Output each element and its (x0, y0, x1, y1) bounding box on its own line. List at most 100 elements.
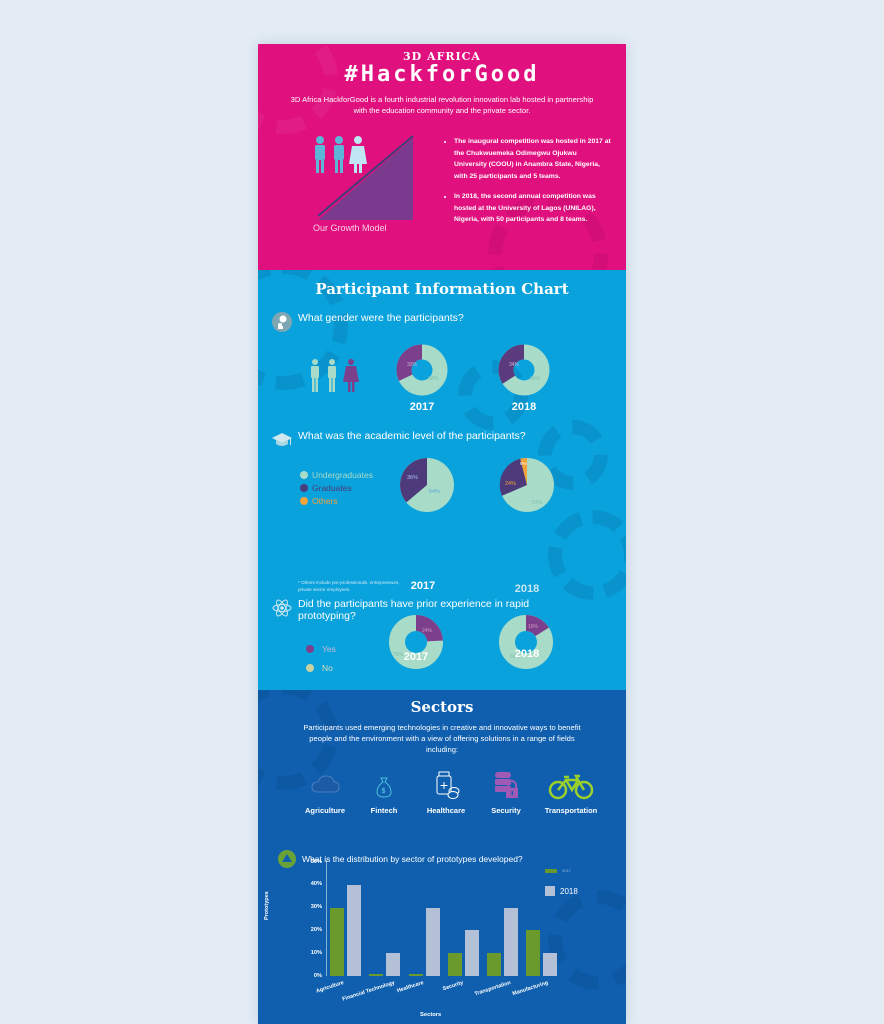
header-section: 3D AFRICA #HackforGood 3D Africa Hackfor… (258, 44, 626, 270)
prototyping-legend: Yes No (306, 644, 336, 676)
academic-legend: Undergraduates Graduates Others (300, 470, 373, 509)
academic-year-2018: 2018 (514, 583, 540, 595)
sector-label: Healthcare (426, 806, 466, 815)
y-tick: 10% (310, 950, 322, 956)
x-tick-security: Security (441, 980, 464, 993)
prototyping-2018-donut: 16% 84% (499, 615, 553, 669)
participant-title: Participant Information Chart (315, 280, 569, 298)
bar-2017-security (448, 953, 462, 976)
legend-dot (300, 471, 308, 479)
bar-2017-fintech (369, 974, 383, 976)
gear-triangle-icon (278, 850, 296, 868)
bar-2018-security (465, 930, 479, 976)
x-tick-healthcare: Healthcare (396, 980, 425, 995)
sector-agriculture: Agriculture (296, 774, 354, 815)
legend-graduates: Graduates (312, 483, 352, 493)
bar-2018-transportation (504, 908, 518, 976)
sector-label: Security (491, 806, 521, 815)
y-tick: 20% (310, 927, 322, 933)
bar-2018-agriculture (347, 885, 361, 976)
gender-year-2018: 2018 (511, 401, 537, 413)
sector-label: Agriculture (304, 806, 345, 815)
legend-label: 2017 (562, 868, 571, 873)
sector-healthcare: Healthcare (417, 770, 475, 815)
gender-2018-donut: 34% 66% (498, 344, 550, 396)
prototyping-year-2018: 2018 (514, 648, 540, 660)
svg-text:16%: 16% (528, 624, 539, 630)
database-lock-icon (495, 772, 518, 798)
svg-text:70%: 70% (531, 500, 542, 506)
atom-icon (272, 599, 292, 617)
graduation-cap-icon (272, 433, 292, 446)
legend-label: 2018 (560, 886, 578, 896)
participant-section: Participant Information Chart What gende… (258, 270, 626, 690)
svg-text:6%: 6% (520, 461, 527, 466)
sectors-section: Sectors Participants used emerging techn… (258, 690, 626, 1024)
prototyping-year-2017: 2017 (403, 651, 429, 663)
legend-undergraduates: Undergraduates (312, 470, 373, 480)
y-tick: 0% (313, 973, 322, 979)
legend-dot (306, 645, 314, 653)
x-axis-title: Sectors (420, 1012, 442, 1018)
bicycle-icon (548, 774, 594, 800)
svg-text:34%: 34% (509, 362, 520, 368)
sectors-intro: Participants used emerging technologies … (303, 723, 581, 754)
legend-dot (306, 664, 314, 672)
x-tick-fintech: Financial Technology (341, 980, 396, 1003)
y-tick: 40% (310, 881, 322, 887)
bar-2017-transportation (487, 953, 501, 976)
hashtag-title: #HackforGood (344, 62, 540, 87)
academic-2017-pie: 36% 64% (400, 458, 454, 512)
bar-2018-manufacturing (543, 953, 557, 976)
legend-others: Others (312, 496, 338, 506)
prototyping-question-text: Did the participants have prior experien… (298, 598, 530, 622)
bar-2017-agriculture (330, 908, 344, 976)
svg-text:24%: 24% (422, 628, 433, 634)
y-axis-label: Prototypes (264, 891, 270, 920)
academic-year-2017: 2017 (410, 580, 436, 592)
legend-2018: 2018 (545, 886, 578, 896)
svg-text:36%: 36% (407, 475, 418, 481)
svg-text:76%: 76% (393, 652, 404, 658)
brand-title: 3D AFRICA (403, 50, 481, 63)
x-tick-transportation: Transportation (474, 980, 512, 998)
sector-security: Security (477, 770, 535, 815)
history-bullets: The inaugural competition was hosted in … (446, 136, 611, 235)
legend-yes: Yes (322, 644, 336, 654)
sector-label: Fintech (370, 806, 398, 815)
legend-dot (300, 484, 308, 492)
gear-decoration-icon (548, 510, 626, 600)
growth-model-label: Our Growth Model (313, 223, 387, 233)
bullet-2017: The inaugural competition was hosted in … (454, 136, 611, 182)
academic-note: * Others include pre-professionals, entr… (298, 580, 400, 592)
bar-2018-fintech (386, 953, 400, 976)
legend-swatch (545, 886, 555, 896)
cloud-icon (311, 775, 340, 793)
y-tick: 50% (310, 859, 322, 865)
svg-text:66%: 66% (530, 376, 541, 382)
y-tick: 30% (310, 904, 322, 910)
bar-2017-manufacturing (526, 930, 540, 976)
gender-question-text: What gender were the participants? (298, 312, 464, 324)
academic-2018-pie: 24% 6% 70% (499, 457, 554, 512)
svg-text:84%: 84% (510, 654, 521, 660)
sector-transportation: Transportation (541, 774, 601, 815)
gear-decoration-icon (548, 890, 626, 990)
infographic: 3D AFRICA #HackforGood 3D Africa Hackfor… (258, 44, 626, 1024)
medicine-icon (436, 771, 460, 799)
bar-2017-healthcare (409, 974, 423, 976)
x-tick-agriculture: Agriculture (315, 980, 345, 995)
sector-chart-question-text: What is the distribution by sector of pr… (302, 854, 523, 864)
thinking-person-icon (272, 312, 292, 332)
y-axis-line (326, 860, 327, 976)
academic-question-text: What was the academic level of the parti… (298, 430, 526, 442)
gender-year-2017: 2017 (409, 401, 435, 413)
legend-swatch (545, 868, 557, 873)
academic-question: What was the academic level of the parti… (272, 430, 526, 450)
sectors-title: Sectors (410, 698, 474, 716)
svg-text:68%: 68% (428, 376, 439, 382)
bullet-2018: In 2018, the second annual competition w… (454, 191, 611, 226)
legend-no: No (322, 663, 333, 673)
sector-label: Transportation (544, 806, 598, 815)
sector-fintech: $ Fintech (355, 774, 413, 815)
